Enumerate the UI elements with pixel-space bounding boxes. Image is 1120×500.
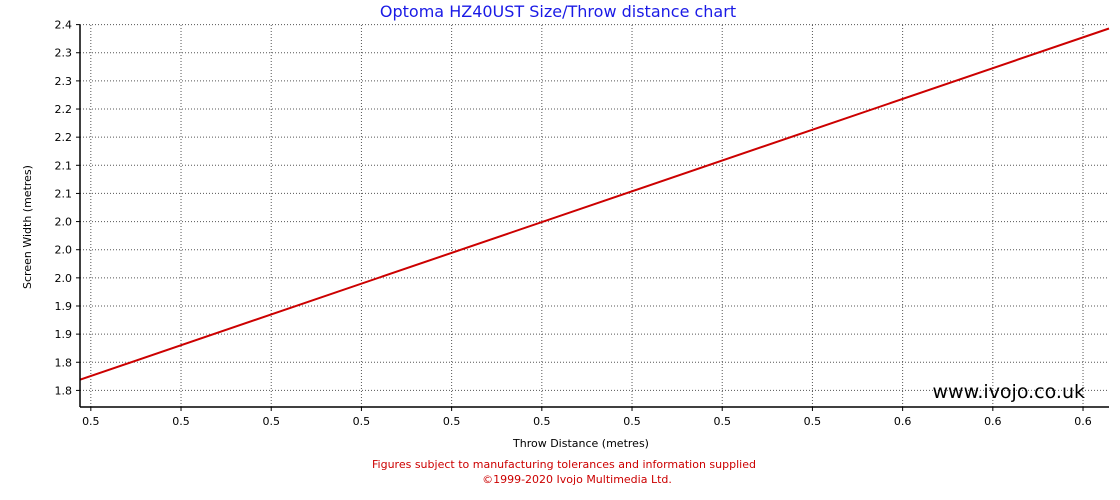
y-tick-label: 1.9 bbox=[55, 300, 73, 313]
x-tick-label: 0.5 bbox=[172, 415, 190, 428]
y-tick-label: 1.9 bbox=[55, 328, 73, 341]
footer-copyright: ©1999-2020 Ivojo Multimedia Ltd. bbox=[482, 473, 672, 486]
x-tick-label: 0.5 bbox=[82, 415, 100, 428]
y-tick-label: 2.1 bbox=[55, 187, 73, 200]
series-line bbox=[79, 27, 1110, 381]
y-axis-label: Screen Width (metres) bbox=[21, 165, 34, 289]
x-axis-label: Throw Distance (metres) bbox=[512, 437, 649, 450]
y-tick-label: 1.8 bbox=[55, 384, 73, 397]
footer-disclaimer: Figures subject to manufacturing toleran… bbox=[372, 458, 756, 471]
x-tick-label: 0.5 bbox=[623, 415, 641, 428]
y-tick-label: 2.2 bbox=[55, 103, 73, 116]
x-tick-label: 0.5 bbox=[443, 415, 461, 428]
y-tick-label: 2.3 bbox=[55, 75, 73, 88]
y-tick-label: 2.4 bbox=[55, 19, 73, 32]
x-tick-label: 0.5 bbox=[353, 415, 371, 428]
y-tick-label: 2.0 bbox=[55, 216, 73, 229]
axes bbox=[79, 25, 1109, 408]
x-tick-label: 0.6 bbox=[984, 415, 1002, 428]
y-tick-label: 2.2 bbox=[55, 131, 73, 144]
y-tick-label: 2.1 bbox=[55, 159, 73, 172]
x-tick-label: 0.6 bbox=[1074, 415, 1092, 428]
x-tick-label: 0.5 bbox=[804, 415, 822, 428]
x-axis-ticks: 0.5 0.5 0.5 0.5 0.5 0.5 0.5 0.5 0.5 0.6 0.6 0.6 bbox=[82, 407, 1092, 428]
y-tick-label: 2.3 bbox=[55, 47, 73, 60]
y-tick-label: 2.0 bbox=[55, 244, 73, 257]
x-tick-label: 0.5 bbox=[713, 415, 731, 428]
watermark: www.ivojo.co.uk bbox=[933, 381, 1086, 403]
series-layer bbox=[79, 27, 1110, 381]
x-tick-label: 0.5 bbox=[262, 415, 280, 428]
y-tick-label: 2.0 bbox=[55, 272, 73, 285]
y-tick-label: 1.8 bbox=[55, 356, 73, 369]
x-tick-label: 0.5 bbox=[533, 415, 551, 428]
x-tick-label: 0.6 bbox=[894, 415, 912, 428]
y-axis-ticks: 1.8 1.8 1.9 1.9 2.0 2.0 2.0 2.1 2.1 2.2 2.2 2.3 2.3 2… bbox=[55, 19, 80, 397]
chart-title: Optoma HZ40UST Size/Throw distance chart bbox=[380, 2, 736, 21]
grid bbox=[80, 24, 1109, 407]
